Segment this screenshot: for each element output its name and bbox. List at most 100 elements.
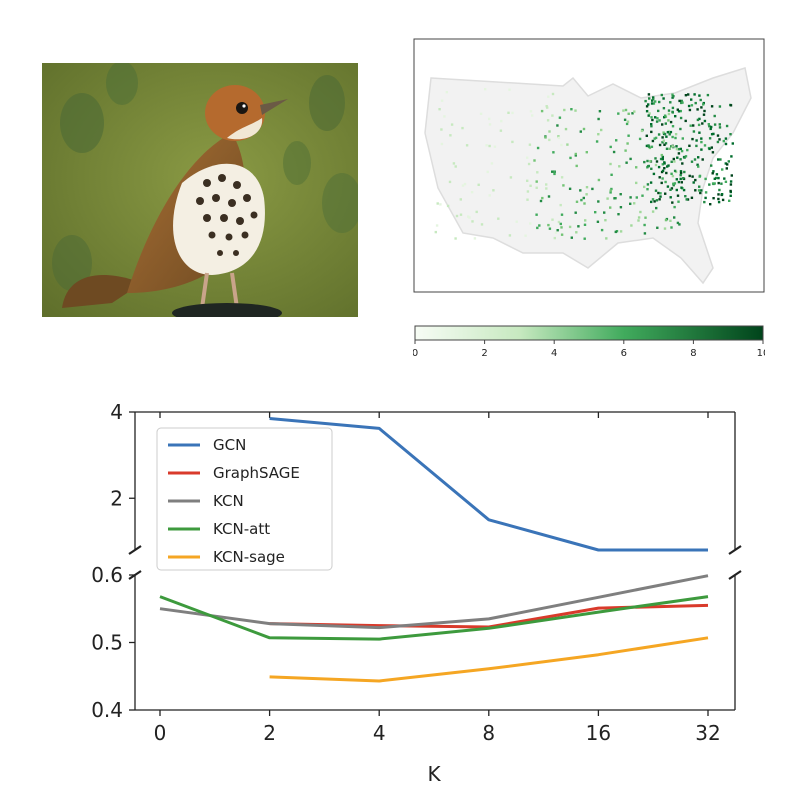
sighting-point (479, 112, 483, 115)
sighting-point (629, 196, 632, 199)
sighting-point (531, 114, 534, 117)
sighting-point (647, 93, 651, 96)
sighting-point (552, 151, 555, 154)
sighting-point (661, 141, 664, 144)
sighting-point (661, 123, 664, 126)
sighting-point (718, 123, 721, 126)
sighting-point (440, 99, 444, 102)
sighting-point (473, 237, 477, 240)
sighting-point (686, 148, 689, 152)
sighting-point (618, 165, 621, 168)
sighting-point (654, 116, 657, 119)
sighting-point (647, 144, 650, 147)
sighting-point (439, 203, 442, 206)
sighting-point (666, 185, 670, 188)
sighting-point (528, 143, 532, 146)
sighting-point (649, 160, 652, 163)
sighting-point (661, 177, 664, 180)
sighting-point (660, 93, 663, 97)
chart-lines (159, 417, 709, 683)
sighting-point (568, 187, 572, 190)
sighting-point (698, 94, 701, 97)
sighting-point (648, 97, 651, 100)
sighting-point (677, 180, 681, 184)
sighting-point (658, 198, 661, 201)
sighting-point (650, 200, 653, 204)
sighting-point (661, 155, 664, 159)
sighting-point (606, 197, 609, 200)
sighting-point (600, 128, 603, 132)
sighting-point (703, 109, 706, 113)
sighting-point (488, 123, 492, 126)
colorbar-tick-label: 4 (551, 348, 557, 359)
sighting-point (463, 182, 467, 186)
sighting-point (712, 170, 715, 173)
sighting-point (655, 199, 659, 202)
sighting-point (450, 123, 454, 126)
sighting-point (658, 100, 661, 104)
sighting-point (692, 124, 695, 127)
sighting-point (536, 171, 539, 174)
sighting-point (551, 114, 554, 117)
sighting-point (671, 111, 674, 114)
sighting-point (649, 181, 653, 184)
sighting-point (556, 124, 559, 127)
sighting-point (680, 149, 684, 153)
sighting-point (551, 92, 555, 96)
sighting-point (678, 223, 681, 226)
sighting-point (623, 118, 627, 121)
sighting-point (721, 168, 724, 171)
sighting-point (711, 182, 715, 185)
sighting-point (609, 162, 612, 166)
sighting-point (701, 122, 704, 125)
sighting-points (434, 88, 734, 240)
sighting-point (675, 147, 679, 151)
sighting-point (664, 192, 667, 195)
sighting-point (509, 176, 513, 179)
sighting-point (699, 98, 702, 102)
sighting-point (718, 126, 722, 129)
sighting-point (702, 101, 705, 105)
sighting-point (659, 157, 663, 161)
sighting-point (712, 132, 715, 136)
sighting-point (443, 115, 446, 118)
sighting-point (726, 163, 729, 166)
sighting-point (679, 127, 682, 131)
sighting-point (701, 158, 704, 161)
sighting-point (480, 223, 484, 226)
sighting-point (633, 110, 636, 113)
sighting-point (609, 189, 612, 192)
sighting-point (461, 126, 464, 130)
sighting-point (690, 196, 694, 199)
sighting-point (574, 109, 577, 112)
sighting-point (669, 120, 673, 124)
sighting-point (551, 218, 554, 221)
sighting-point (435, 224, 439, 227)
sighting-point (526, 179, 529, 182)
sighting-point (718, 188, 721, 192)
sighting-point (566, 143, 569, 146)
sighting-point (681, 101, 684, 104)
sighting-point (729, 104, 733, 107)
sighting-point (659, 195, 662, 198)
sighting-point (667, 109, 671, 112)
sighting-point (650, 145, 654, 148)
sighting-point (470, 191, 474, 194)
sighting-point (720, 193, 724, 196)
sighting-point (553, 172, 556, 176)
sighting-point (619, 193, 622, 196)
sighting-point (677, 152, 681, 155)
sighting-point (648, 146, 652, 150)
sighting-point (671, 135, 674, 139)
sighting-point (721, 198, 725, 202)
series-line-kcn-att (159, 595, 709, 641)
sighting-point (663, 143, 666, 146)
sighting-point (680, 99, 683, 103)
sighting-point (670, 226, 673, 229)
sighting-point (548, 138, 551, 142)
sighting-point (547, 195, 551, 198)
sighting-point (452, 162, 456, 165)
sighting-point (605, 237, 608, 240)
sighting-point (638, 137, 642, 141)
sighting-point (717, 200, 721, 204)
